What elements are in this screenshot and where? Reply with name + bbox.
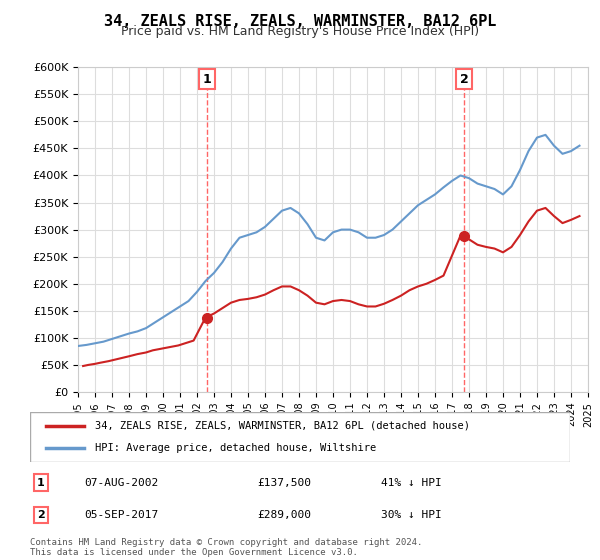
Text: 2: 2 bbox=[460, 73, 468, 86]
Text: 34, ZEALS RISE, ZEALS, WARMINSTER, BA12 6PL (detached house): 34, ZEALS RISE, ZEALS, WARMINSTER, BA12 … bbox=[95, 421, 470, 431]
Text: 2: 2 bbox=[37, 510, 44, 520]
Text: 41% ↓ HPI: 41% ↓ HPI bbox=[381, 478, 442, 488]
Text: HPI: Average price, detached house, Wiltshire: HPI: Average price, detached house, Wilt… bbox=[95, 443, 376, 453]
Text: Price paid vs. HM Land Registry's House Price Index (HPI): Price paid vs. HM Land Registry's House … bbox=[121, 25, 479, 38]
Text: £289,000: £289,000 bbox=[257, 510, 311, 520]
FancyBboxPatch shape bbox=[30, 412, 570, 462]
Text: 07-AUG-2002: 07-AUG-2002 bbox=[84, 478, 158, 488]
Text: 34, ZEALS RISE, ZEALS, WARMINSTER, BA12 6PL: 34, ZEALS RISE, ZEALS, WARMINSTER, BA12 … bbox=[104, 14, 496, 29]
Text: 05-SEP-2017: 05-SEP-2017 bbox=[84, 510, 158, 520]
Text: 1: 1 bbox=[37, 478, 44, 488]
Text: Contains HM Land Registry data © Crown copyright and database right 2024.
This d: Contains HM Land Registry data © Crown c… bbox=[30, 538, 422, 557]
Text: £137,500: £137,500 bbox=[257, 478, 311, 488]
Text: 30% ↓ HPI: 30% ↓ HPI bbox=[381, 510, 442, 520]
Text: 1: 1 bbox=[203, 73, 212, 86]
